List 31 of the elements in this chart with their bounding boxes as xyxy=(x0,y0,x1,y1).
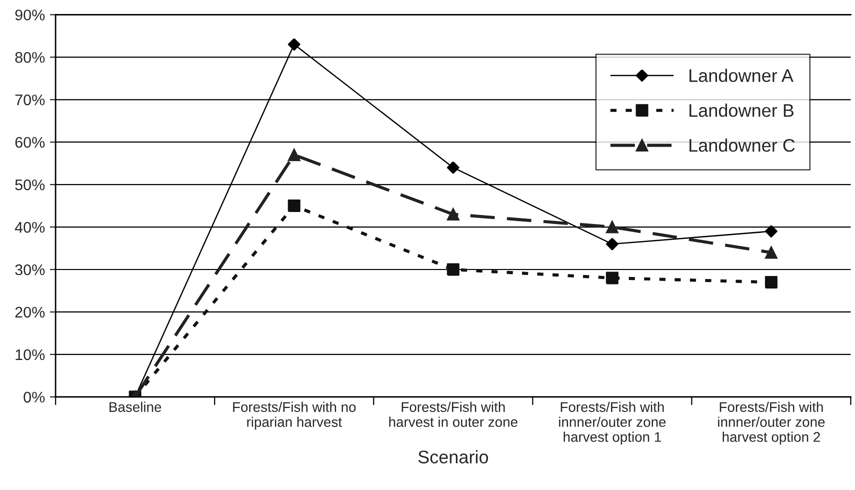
y-tick-label: 80% xyxy=(15,52,45,63)
point xyxy=(288,38,300,51)
point xyxy=(764,225,778,238)
point xyxy=(606,272,618,284)
y-tick-label: 20% xyxy=(15,306,45,318)
x-tick-label: Forests/Fish with innner/outer zone harvest option 1 xyxy=(559,402,666,445)
point xyxy=(764,276,778,288)
x-tick-label: Forests/Fish with innner/outer zone harvest option 2 xyxy=(718,402,825,445)
point xyxy=(288,148,300,162)
point xyxy=(446,208,460,221)
y-tick-label: 10% xyxy=(16,349,45,360)
y-tick-label: 50% xyxy=(15,179,45,190)
point xyxy=(288,200,300,212)
y-tick-label: 60% xyxy=(15,136,45,148)
legend-label: Landowner A xyxy=(690,68,794,82)
y-tick-label: 90% xyxy=(15,10,45,20)
point xyxy=(764,246,778,259)
y-tick-label: 70% xyxy=(15,94,45,106)
legend-label: Landowner C xyxy=(690,138,795,152)
legend-label: Landowner B xyxy=(690,104,794,117)
point xyxy=(606,220,618,234)
x-axis-title: Scenario xyxy=(418,450,488,464)
y-tick-label: 40% xyxy=(14,222,45,233)
point xyxy=(606,238,618,250)
x-tick-label: Forests/Fish with harvest in outer zone xyxy=(389,402,518,427)
x-tick-label: Forests/Fish with no riparian harvest xyxy=(233,402,356,430)
x-tick-label: Baseline xyxy=(110,402,162,412)
y-tick-label: 30% xyxy=(15,264,45,276)
point xyxy=(446,161,460,174)
point xyxy=(446,263,460,276)
y-tick-label: 0% xyxy=(24,392,45,403)
